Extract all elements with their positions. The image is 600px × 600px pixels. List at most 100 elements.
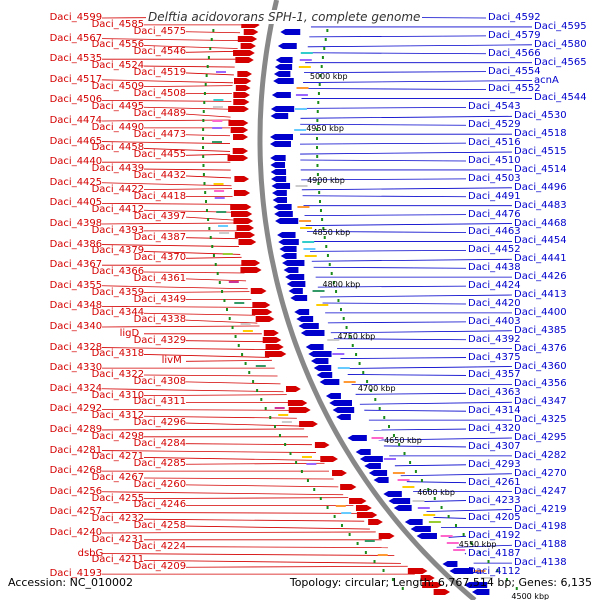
forward-gene-feature — [235, 85, 251, 91]
gc-dot — [317, 101, 320, 104]
forward-gene-label: Daci_4386 — [49, 238, 103, 250]
forward-gene-feature — [320, 456, 338, 462]
cog-bar — [303, 248, 316, 250]
forward-gene-feature — [236, 225, 255, 231]
forward-gene-label: Daci_4296 — [133, 417, 187, 429]
gc-dot — [316, 110, 319, 113]
cog-bar — [299, 220, 312, 222]
reverse-gene-feature — [332, 407, 355, 413]
gc-dot — [326, 254, 329, 257]
reverse-gene-feature — [270, 106, 295, 112]
reverse-gene-label: Daci_4566 — [488, 47, 541, 59]
map-title: Delftia acidovorans SPH-1, complete geno… — [146, 10, 423, 24]
reverse-leader-line — [330, 330, 513, 334]
reverse-gene-label: Daci_4314 — [468, 405, 521, 417]
forward-gene-label: Daci_4370 — [133, 252, 187, 264]
cog-bar — [371, 437, 384, 439]
gc-dot — [202, 110, 205, 113]
gc-dot — [323, 47, 326, 50]
gc-dot — [323, 236, 326, 239]
gc-dot — [241, 353, 244, 356]
forward-leader-line — [185, 278, 247, 282]
reverse-gene-label: Daci_4187 — [468, 548, 521, 560]
gc-dot — [202, 155, 205, 158]
forward-gene-feature — [227, 155, 249, 161]
cog-bar — [316, 304, 329, 306]
reverse-gene-label: Daci_4188 — [514, 539, 567, 551]
forward-gene-label: ligD — [119, 327, 140, 339]
forward-gene-label: Daci_4439 — [91, 163, 145, 175]
reverse-gene-feature — [359, 456, 383, 462]
gc-dot — [295, 461, 298, 464]
reverse-leader-line — [300, 106, 467, 109]
forward-gene-label: Daci_4308 — [133, 375, 187, 387]
reverse-leader-line — [301, 187, 513, 191]
forward-gene-feature — [230, 211, 253, 217]
reverse-gene-feature — [316, 372, 333, 378]
forward-gene-label: Daci_4398 — [49, 217, 103, 229]
reverse-gene-label: Daci_4198 — [514, 521, 567, 533]
reverse-leader-line — [400, 473, 513, 477]
gc-dot — [374, 398, 377, 401]
gc-dot — [330, 272, 333, 275]
gc-dot — [202, 164, 205, 167]
forward-gene-feature — [240, 43, 256, 49]
forward-gene-label: Daci_4379 — [91, 245, 145, 257]
gc-dot — [420, 479, 423, 482]
reverse-gene-feature — [270, 113, 289, 119]
forward-gene-label: Daci_4224 — [133, 540, 187, 552]
gc-dot — [392, 434, 395, 437]
forward-gene-label: Daci_4387 — [133, 231, 187, 243]
reverse-gene-feature — [271, 176, 287, 182]
reverse-leader-line — [307, 44, 533, 48]
cog-bar — [274, 407, 285, 409]
reverse-leader-line — [300, 159, 467, 162]
reverse-leader-line — [448, 535, 467, 538]
forward-leader-line — [101, 531, 376, 534]
cog-bar — [214, 197, 225, 199]
cog-bar — [428, 521, 441, 523]
gc-dot — [340, 524, 343, 527]
cog-bar — [213, 183, 224, 185]
reverse-gene-label: Daci_4293 — [468, 458, 521, 470]
gc-dot — [355, 353, 358, 356]
reverse-leader-line — [304, 214, 467, 217]
reverse-gene-label: Daci_4219 — [514, 503, 567, 515]
reverse-leader-line — [433, 517, 467, 519]
forward-gene-feature — [287, 400, 308, 406]
gc-dot — [398, 443, 401, 446]
reverse-gene-label: Daci_4463 — [468, 226, 521, 238]
cog-bar — [440, 535, 453, 537]
reverse-gene-label: Daci_4356 — [514, 378, 567, 390]
forward-gene-label: Daci_4312 — [91, 410, 145, 422]
reverse-gene-label: Daci_4295 — [514, 432, 567, 444]
cog-bar — [364, 540, 375, 542]
reverse-leader-line — [394, 464, 467, 467]
forward-leader-line — [185, 546, 388, 549]
gc-dot — [454, 524, 457, 527]
reverse-gene-feature — [270, 155, 286, 161]
forward-gene-label: Daci_4546 — [133, 46, 187, 58]
reverse-gene-feature — [275, 57, 293, 63]
forward-gene-feature — [243, 29, 259, 35]
gc-dot — [316, 119, 319, 122]
forward-leader-line — [143, 271, 245, 274]
forward-gene-label: Daci_4330 — [49, 362, 103, 374]
forward-gene-feature — [235, 57, 254, 63]
reverse-gene-label: Daci_4247 — [514, 485, 567, 497]
left-leader-lines — [101, 16, 415, 575]
forward-gene-label: Daci_4458 — [91, 142, 145, 154]
forward-gene-label: Daci_4355 — [49, 279, 103, 291]
forward-gene-label: Daci_4508 — [133, 87, 187, 99]
gc-dot — [202, 128, 205, 131]
forward-leader-line — [143, 457, 321, 461]
gc-dot — [356, 542, 359, 545]
reverse-gene-label: Daci_4441 — [514, 253, 567, 265]
forward-leader-line — [101, 182, 232, 187]
gc-dot — [388, 425, 391, 428]
reverse-gene-feature — [368, 470, 388, 476]
forward-gene-feature — [250, 288, 267, 294]
gc-dot — [326, 29, 329, 32]
gc-dot — [316, 137, 319, 140]
